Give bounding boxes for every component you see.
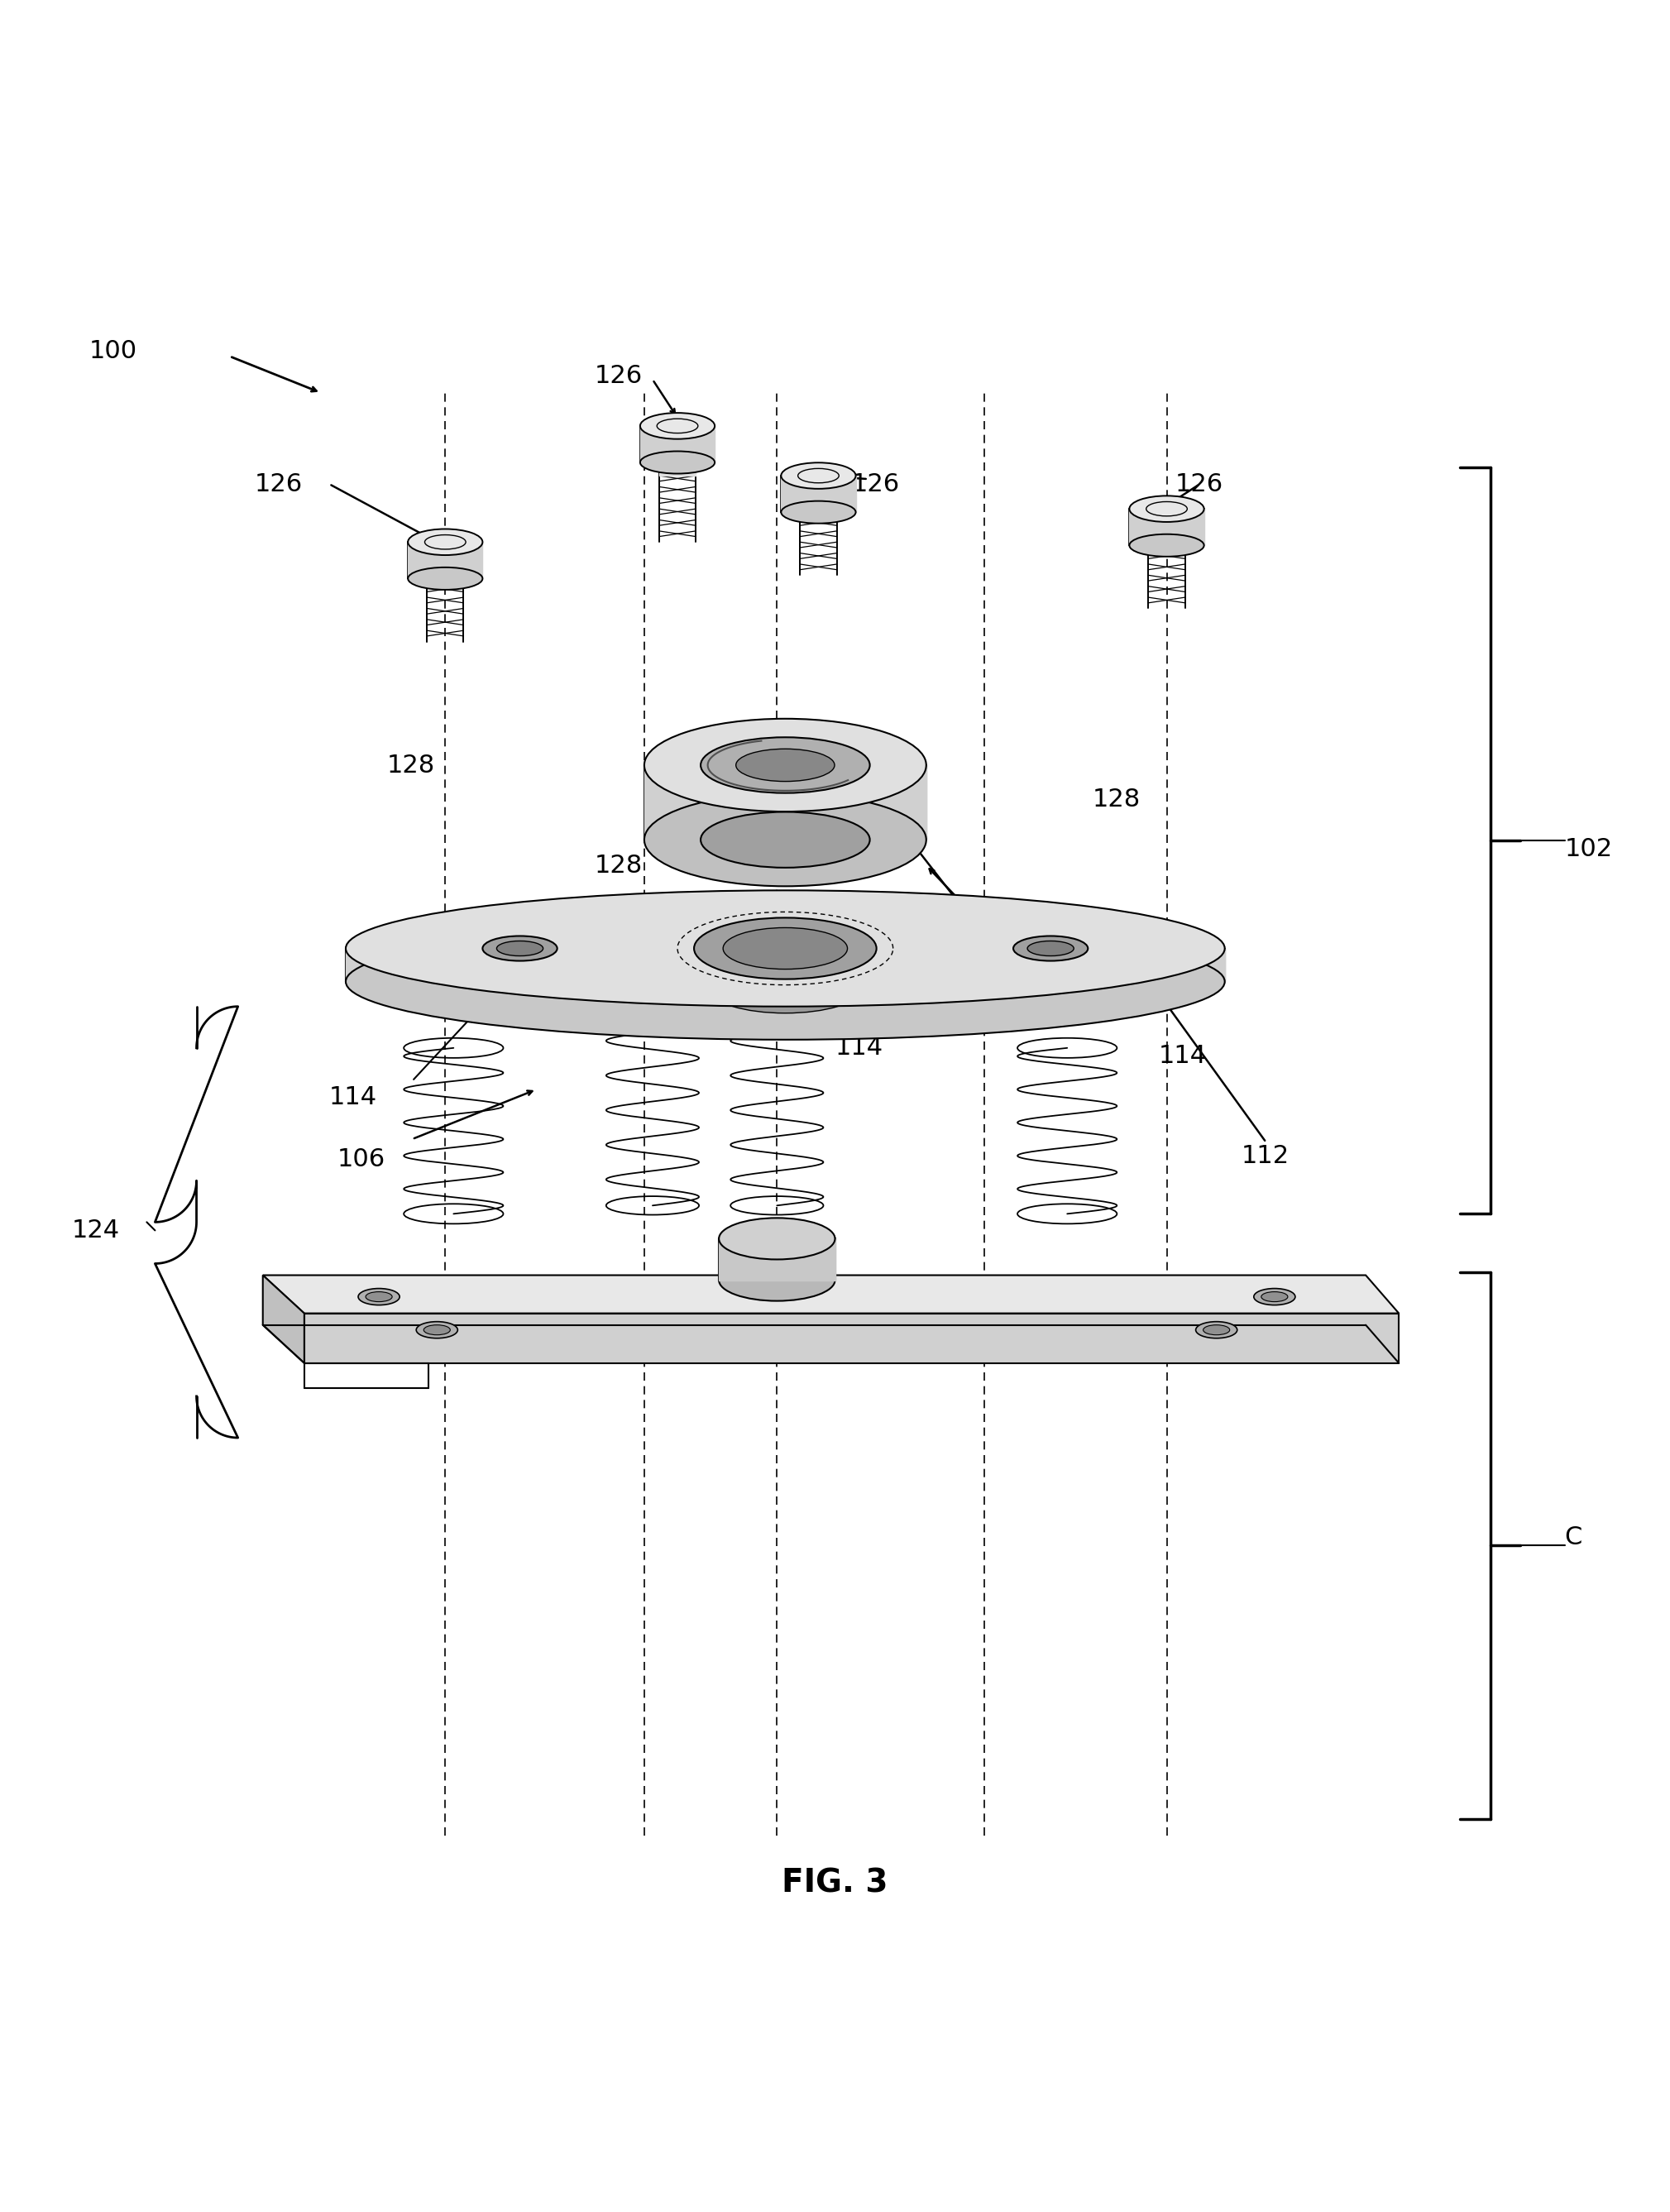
Polygon shape	[428, 575, 464, 580]
Polygon shape	[718, 1239, 835, 1281]
Text: 114: 114	[653, 911, 701, 936]
Ellipse shape	[782, 462, 855, 489]
Ellipse shape	[736, 750, 835, 781]
Ellipse shape	[346, 891, 1224, 1006]
Ellipse shape	[695, 918, 877, 980]
Text: 112: 112	[1241, 1144, 1289, 1168]
Polygon shape	[782, 476, 855, 513]
Text: 108: 108	[975, 953, 1024, 978]
Ellipse shape	[711, 967, 860, 1013]
Ellipse shape	[1027, 940, 1074, 956]
Ellipse shape	[640, 414, 715, 438]
Polygon shape	[262, 1274, 1399, 1314]
Ellipse shape	[782, 500, 855, 524]
Polygon shape	[407, 542, 483, 580]
Polygon shape	[262, 1274, 304, 1363]
Ellipse shape	[718, 1259, 835, 1301]
Ellipse shape	[496, 940, 543, 956]
Text: 126: 126	[254, 471, 302, 495]
Ellipse shape	[416, 1321, 458, 1338]
Ellipse shape	[640, 451, 715, 473]
Ellipse shape	[1129, 533, 1204, 557]
Polygon shape	[346, 949, 1224, 982]
Ellipse shape	[645, 794, 927, 887]
Text: 126: 126	[1176, 471, 1222, 495]
Text: 126: 126	[595, 365, 643, 387]
Text: 126: 126	[852, 471, 900, 495]
Text: 128: 128	[802, 836, 850, 860]
Ellipse shape	[701, 737, 870, 794]
Ellipse shape	[407, 566, 483, 591]
Text: 110: 110	[1017, 987, 1065, 1011]
Text: 114: 114	[329, 1086, 377, 1110]
Ellipse shape	[723, 927, 847, 969]
Ellipse shape	[1202, 1325, 1229, 1334]
Text: 124: 124	[72, 1219, 120, 1243]
Text: 128: 128	[387, 754, 436, 779]
Ellipse shape	[483, 936, 558, 960]
Ellipse shape	[1254, 1287, 1296, 1305]
Ellipse shape	[424, 1325, 451, 1334]
Ellipse shape	[366, 1292, 392, 1301]
Text: C: C	[1565, 1526, 1583, 1548]
Polygon shape	[800, 509, 837, 513]
Ellipse shape	[701, 812, 870, 867]
Polygon shape	[304, 1314, 1399, 1363]
Ellipse shape	[1014, 936, 1087, 960]
Polygon shape	[1149, 542, 1186, 546]
Polygon shape	[640, 427, 715, 462]
Text: 128: 128	[595, 854, 643, 878]
Ellipse shape	[1129, 495, 1204, 522]
Polygon shape	[660, 462, 696, 476]
Ellipse shape	[407, 529, 483, 555]
Text: FIG. 3: FIG. 3	[782, 1867, 888, 1898]
Text: 114: 114	[1159, 1044, 1206, 1068]
Ellipse shape	[718, 1219, 835, 1259]
Text: 102: 102	[1565, 836, 1613, 860]
Ellipse shape	[1261, 1292, 1288, 1301]
Polygon shape	[645, 765, 927, 841]
Ellipse shape	[678, 956, 893, 1024]
Text: 100: 100	[89, 338, 137, 363]
Text: 114: 114	[835, 1035, 883, 1060]
Text: 106: 106	[337, 1148, 386, 1170]
Text: 128: 128	[1092, 787, 1141, 812]
Ellipse shape	[357, 1287, 399, 1305]
Ellipse shape	[645, 719, 927, 812]
Polygon shape	[1129, 509, 1204, 546]
Ellipse shape	[346, 925, 1224, 1040]
Ellipse shape	[1196, 1321, 1237, 1338]
